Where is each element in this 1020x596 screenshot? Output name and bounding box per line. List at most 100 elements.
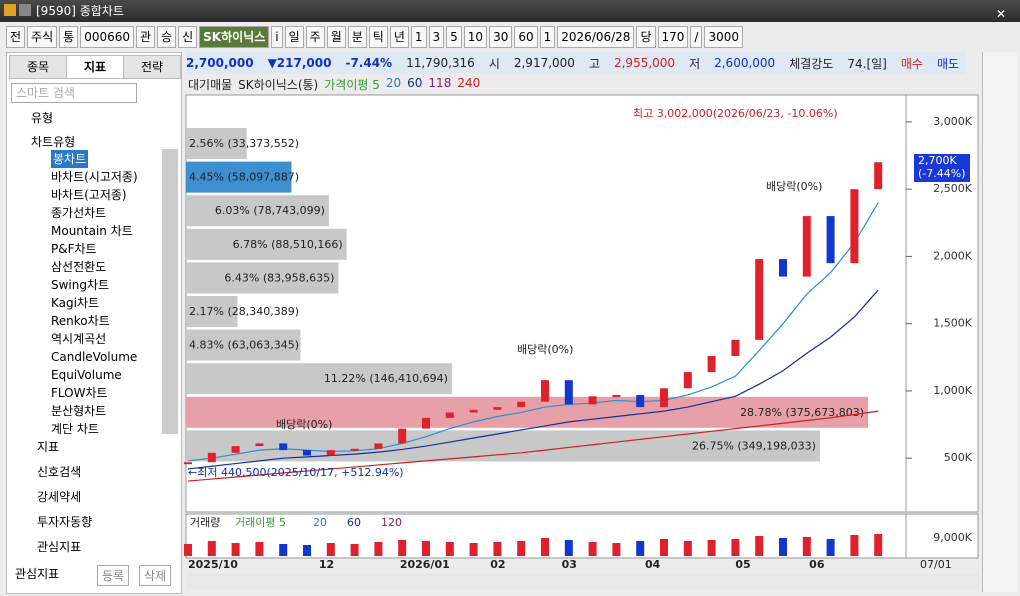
section[interactable]: 강세약세 — [37, 490, 82, 504]
profile-label: 6.03% (78,743,099) — [215, 204, 325, 217]
profile-bar — [186, 296, 238, 327]
candle — [184, 462, 192, 465]
scrollbar[interactable] — [186, 573, 978, 589]
toolbar-item[interactable]: SK하이닉스 — [199, 26, 270, 48]
candle — [707, 355, 716, 373]
search-box[interactable]: 스마트 검색 — [11, 83, 137, 103]
chart-type[interactable]: 바차트(고저종) — [51, 188, 127, 202]
toolbar: 전 주식 통 000660 관 승 신 SK하이닉스 i 일 주 월 분 틱 년 1 3 5 10 30 60 1 2026… — [6, 25, 743, 49]
profile-label: 4.45% (58,097,887) — [189, 171, 299, 184]
toolbar-item[interactable]: 10 — [463, 26, 488, 48]
profile-bar — [186, 363, 452, 395]
chart-type[interactable]: Renko차트 — [51, 314, 110, 328]
section[interactable]: 지표 — [37, 440, 60, 454]
info-volume: 11,790,316 — [406, 56, 475, 70]
toolbar-item[interactable]: 일 — [284, 26, 304, 48]
toolbar-item[interactable]: 30 — [489, 26, 513, 48]
toolbar-item[interactable]: 년 — [389, 26, 409, 48]
chart-type[interactable]: 역시계곡선 — [51, 332, 107, 346]
volume-bar — [874, 534, 883, 556]
toolbar-item[interactable]: 분 — [347, 26, 367, 48]
chart-type[interactable]: EquiVolume — [51, 368, 122, 382]
toolbar-item[interactable]: 3000 — [704, 26, 743, 48]
toolbar-item[interactable]: 60 — [514, 26, 538, 48]
toolbar-item[interactable]: 승 — [157, 26, 177, 48]
toolbar-item[interactable]: / — [690, 26, 703, 48]
candle — [874, 162, 883, 190]
candle — [588, 396, 597, 405]
toolbar-item[interactable]: 000660 — [80, 26, 134, 48]
candle — [398, 428, 407, 444]
volume-bar — [231, 543, 240, 556]
section[interactable]: 신호검색 — [37, 465, 82, 479]
volume-bar — [445, 542, 454, 556]
volume-bar — [517, 541, 526, 556]
profile-label: 2.56% (33,373,552) — [189, 137, 299, 150]
volume-bar — [398, 540, 407, 556]
info-price: 2,700,000 — [186, 56, 254, 70]
chart-type[interactable]: Kagi차트 — [51, 296, 100, 310]
tab[interactable]: 지표 — [66, 55, 124, 79]
toolbar-item[interactable]: 주식 — [27, 26, 58, 48]
volume-legend: 거래이평 5 — [235, 516, 286, 529]
profile-bar — [186, 195, 329, 227]
toolbar-item[interactable]: 통 — [59, 26, 79, 48]
toolbar-item[interactable]: 1 — [539, 26, 556, 48]
toolbar-item[interactable]: 3 — [428, 26, 445, 48]
chart-type[interactable]: CandleVolume — [51, 350, 138, 364]
profile-bar — [186, 262, 339, 294]
x-tick-label: 02 — [490, 558, 505, 571]
toolbar-item[interactable]: i — [271, 26, 283, 48]
tab[interactable]: 종목 — [9, 55, 67, 79]
volume-bar — [802, 537, 811, 556]
toolbar-item[interactable]: 2026/06/28 — [557, 26, 635, 48]
close-button[interactable]: ✕ — [996, 7, 1007, 21]
chart-type[interactable]: Swing차트 — [51, 278, 110, 292]
candle — [422, 417, 430, 429]
chart-type[interactable]: FLOW차트 — [51, 386, 108, 400]
footer-item[interactable]: 삭제 — [139, 565, 172, 586]
toolbar-item[interactable]: 당 — [636, 26, 656, 48]
section[interactable]: 관심지표 — [37, 540, 82, 554]
info-strength_label: 체결강도 — [789, 56, 834, 71]
toolbar-item[interactable]: 신 — [178, 26, 198, 48]
x-end-label: 07/01 — [920, 558, 952, 571]
volume-bar — [279, 544, 288, 556]
toolbar-item[interactable]: 틱 — [368, 26, 388, 48]
annotation-dividend: 배당락(0%) — [517, 343, 573, 356]
tab[interactable]: 전략 — [123, 55, 181, 79]
section[interactable]: 투자자동향 — [37, 515, 93, 529]
toolbar-item[interactable]: 1 — [410, 26, 427, 48]
profile-label: 26.75% (349,198,033) — [692, 439, 816, 452]
info-low_label: 저 — [689, 56, 701, 71]
chart-type[interactable]: P&F차트 — [51, 242, 97, 256]
x-tick-label: 03 — [562, 558, 577, 571]
chart-type[interactable]: 바차트(시고저종) — [51, 170, 138, 184]
footer-item[interactable]: 등록 — [97, 565, 130, 586]
price-info: 2,700,000 ▼217,000 -7.44% 11,790,316 시 2,917,… — [186, 52, 966, 74]
y-tick-label: 1,000K — [933, 384, 972, 397]
chart-type[interactable]: 종가선차트 — [51, 206, 107, 220]
toolbar-item[interactable]: 관 — [136, 26, 156, 48]
left-panel: 종목 지표 전략 스마트 검색 유형 차트유형 봉차트 바차트(시고저종) 바차트(고저종) 종가… — [6, 52, 182, 594]
candle — [231, 446, 240, 453]
profile-bar — [186, 128, 247, 159]
candle — [612, 394, 621, 397]
chart-type[interactable]: 삼선전환도 — [51, 260, 107, 274]
chart-type[interactable]: Mountain 차트 — [51, 224, 133, 238]
chart-type[interactable]: 계단 차트 — [51, 422, 99, 436]
chart-type[interactable]: 봉차트 — [51, 150, 89, 168]
info-open_label: 시 — [488, 56, 500, 71]
window-title: [9590] 종합차트 — [36, 4, 124, 18]
toolbar-item[interactable]: 월 — [326, 26, 346, 48]
toolbar-item[interactable]: 전 — [6, 26, 26, 48]
chart-type[interactable]: 분산형차트 — [51, 404, 107, 418]
toolbar-item[interactable]: 170 — [657, 26, 689, 48]
profile-label: 4.83% (63,063,345) — [189, 339, 299, 352]
profile-label: 2.17% (28,340,389) — [189, 305, 299, 318]
moving-average — [187, 202, 879, 462]
toolbar-item[interactable]: 5 — [446, 26, 462, 48]
toolbar-item[interactable]: 주 — [305, 26, 325, 48]
x-tick-label: 05 — [735, 558, 750, 571]
legend-item: 118 — [428, 76, 452, 90]
